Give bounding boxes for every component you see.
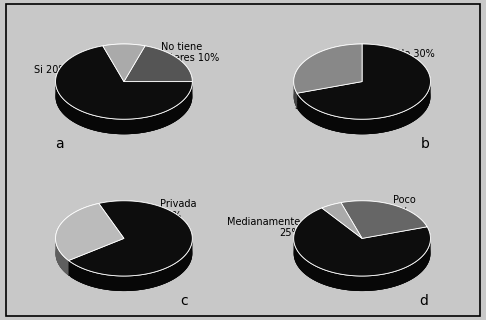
Polygon shape (124, 46, 192, 82)
Polygon shape (55, 216, 192, 291)
Polygon shape (55, 239, 69, 276)
Text: b: b (420, 138, 430, 151)
Polygon shape (294, 82, 297, 108)
Polygon shape (341, 201, 427, 238)
Polygon shape (55, 82, 192, 134)
Polygon shape (55, 46, 192, 119)
Polygon shape (297, 44, 431, 119)
Polygon shape (297, 82, 431, 134)
Text: a: a (54, 138, 63, 151)
Polygon shape (297, 82, 431, 134)
Polygon shape (103, 44, 145, 82)
Text: Poco
5%: Poco 5% (393, 196, 416, 217)
Text: Si 70%: Si 70% (295, 101, 328, 111)
Text: No 30%: No 30% (397, 49, 434, 59)
Polygon shape (341, 201, 427, 238)
Polygon shape (294, 216, 431, 291)
Text: Medianamente
25%: Medianamente 25% (227, 217, 301, 238)
Polygon shape (322, 203, 362, 238)
Polygon shape (297, 44, 431, 119)
Text: Pública
71%: Pública 71% (70, 258, 105, 279)
Polygon shape (55, 204, 124, 260)
Text: Proximamente 70%: Proximamente 70% (76, 105, 172, 116)
Polygon shape (69, 238, 192, 291)
Polygon shape (294, 82, 297, 108)
Polygon shape (322, 203, 362, 238)
Polygon shape (294, 59, 431, 134)
Polygon shape (294, 208, 431, 276)
Polygon shape (294, 44, 362, 93)
Polygon shape (55, 59, 192, 134)
Polygon shape (55, 239, 69, 276)
Polygon shape (69, 238, 192, 291)
Polygon shape (294, 208, 431, 276)
Polygon shape (294, 239, 431, 291)
Text: Privada
29%: Privada 29% (160, 199, 196, 221)
Polygon shape (55, 82, 192, 134)
Polygon shape (103, 44, 145, 82)
Polygon shape (69, 201, 192, 276)
Text: c: c (180, 294, 188, 308)
Text: En gran Medida
70%: En gran Medida 70% (342, 258, 418, 280)
Polygon shape (294, 239, 431, 291)
Polygon shape (55, 46, 192, 119)
Text: Si 20%: Si 20% (34, 65, 67, 75)
Text: No tiene
interes 10%: No tiene interes 10% (161, 42, 219, 63)
Polygon shape (55, 204, 124, 260)
Polygon shape (294, 44, 362, 93)
Polygon shape (124, 46, 192, 82)
Text: d: d (419, 294, 428, 308)
Polygon shape (69, 201, 192, 276)
